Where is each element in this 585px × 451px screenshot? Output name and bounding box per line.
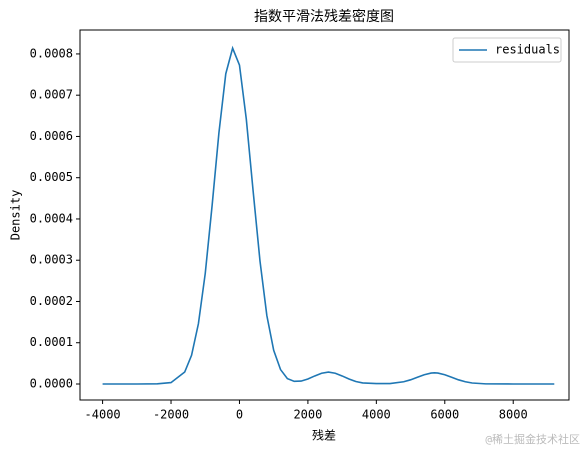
x-tick-label: 0 [236,408,243,422]
legend-box [452,37,562,63]
chart-title: 指数平滑法残差密度图 [254,8,394,25]
x-tick-label: 6000 [430,408,459,422]
y-tick-label: 0.0003 [30,253,73,267]
y-tick-label: 0.0000 [30,376,73,390]
y-axis-label: Density [9,190,23,241]
x-tick-label: 8000 [499,408,528,422]
y-tick-label: 0.0007 [30,88,73,102]
x-tick-label: -4000 [85,408,121,422]
watermark: @稀土掘金技术社区 [485,432,580,446]
y-tick-label: 0.0001 [30,335,73,349]
plot-area [79,29,570,401]
y-tick-label: 0.0002 [30,294,73,308]
y-tick-label: 0.0008 [30,46,73,60]
line-series [102,45,555,385]
y-tick-label: 0.0004 [30,211,73,225]
x-tick-label: -2000 [153,408,189,422]
x-tick-label: 2000 [293,408,322,422]
y-tick-label: 0.0005 [30,170,73,184]
x-tick-label: 4000 [362,408,391,422]
y-tick-label: 0.0006 [30,129,73,143]
x-axis-label: 残差 [312,429,336,443]
legend-label: residuals [495,43,560,57]
